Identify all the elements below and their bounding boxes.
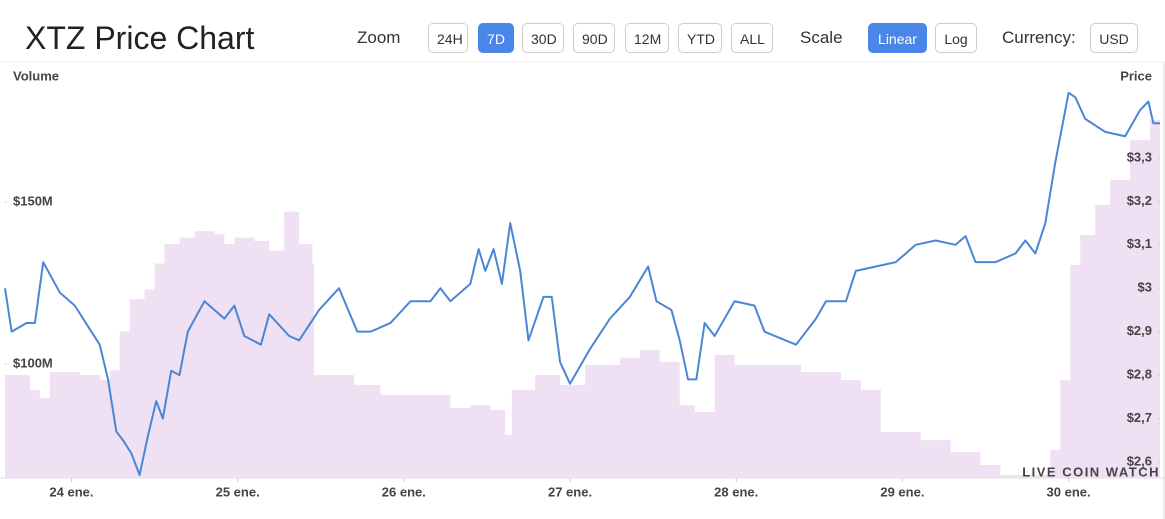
currency-label: Currency: xyxy=(1002,28,1076,47)
y2-axis-title: Volume xyxy=(13,68,59,83)
volume-area xyxy=(5,95,1160,478)
x-tick-label: 27 ene. xyxy=(548,484,592,499)
price-line xyxy=(4,91,1160,476)
y-axis-title: Price xyxy=(1120,68,1152,83)
x-tick-label: 26 ene. xyxy=(382,484,426,499)
x-tick-label: 28 ene. xyxy=(714,484,758,499)
y-tick-label: $3,1 xyxy=(1127,236,1152,251)
zoom-button[interactable]: 30D xyxy=(522,23,564,53)
zoom-button[interactable]: 7D xyxy=(478,23,514,53)
zoom-button[interactable]: 90D xyxy=(573,23,615,53)
y-tick-label: $3 xyxy=(1138,280,1152,295)
scale-button[interactable]: Log xyxy=(935,23,977,53)
x-tick-label: 30 ene. xyxy=(1047,484,1091,499)
y-tick-label: $2,7 xyxy=(1127,410,1152,425)
x-tick-label: 24 ene. xyxy=(49,484,93,499)
scale-label: Scale xyxy=(800,28,843,47)
y-tick-label: $3,3 xyxy=(1127,149,1152,164)
y2-tick-label: $100M xyxy=(13,355,53,370)
zoom-button[interactable]: 24H xyxy=(428,23,468,53)
x-tick-label: 29 ene. xyxy=(880,484,924,499)
y-tick-label: $2,6 xyxy=(1127,453,1152,468)
y2-tick-label: $150M xyxy=(13,193,53,208)
y-tick-label: $2,9 xyxy=(1127,323,1152,338)
page-title: XTZ Price Chart xyxy=(25,20,255,56)
watermark: LIVE COIN WATCH xyxy=(1022,464,1160,479)
y-tick-label: $2,8 xyxy=(1127,367,1152,382)
zoom-button[interactable]: ALL xyxy=(731,23,773,53)
x-tick-label: 25 ene. xyxy=(216,484,260,499)
scale-button[interactable]: Linear xyxy=(868,23,927,53)
zoom-button[interactable]: 12M xyxy=(625,23,669,53)
zoom-button[interactable]: YTD xyxy=(678,23,722,53)
y-tick-label: $3,2 xyxy=(1127,193,1152,208)
zoom-label: Zoom xyxy=(357,28,401,47)
currency-button[interactable]: USD xyxy=(1090,23,1138,53)
